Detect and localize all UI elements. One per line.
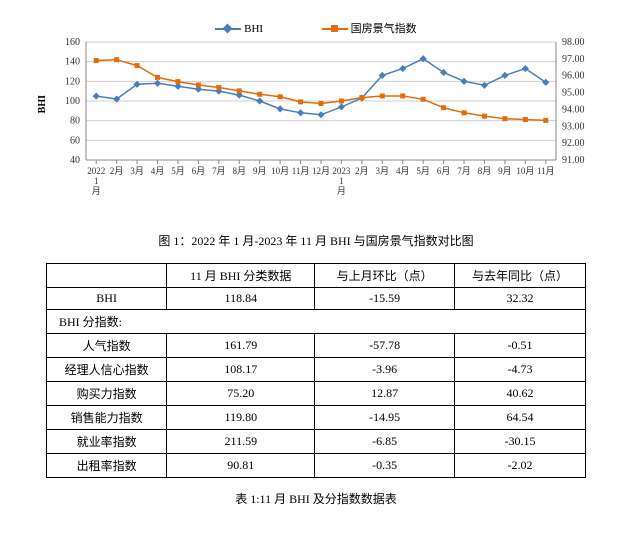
svg-text:94.00: 94.00	[562, 104, 585, 115]
table-row: 人气指数161.79-57.78-0.51	[47, 334, 586, 358]
cell-value: 12.87	[315, 382, 455, 406]
y-left-axis-label: BHI	[37, 95, 48, 113]
svg-text:40: 40	[70, 155, 80, 166]
cell-value: -2.02	[455, 454, 586, 478]
svg-text:98.00: 98.00	[562, 37, 585, 48]
svg-text:4月: 4月	[151, 166, 165, 176]
svg-text:3月: 3月	[130, 166, 144, 176]
cell-value: -57.78	[315, 334, 455, 358]
cell-value: -4.73	[455, 358, 586, 382]
svg-text:2月: 2月	[355, 166, 369, 176]
table-row-section: BHI 分指数:	[47, 310, 586, 334]
cell-bhi-v3: 32.32	[455, 288, 586, 310]
cell-label: 出租率指数	[47, 454, 167, 478]
th-col2: 与上月环比（点）	[315, 264, 455, 288]
cell-label: 经理人信心指数	[47, 358, 167, 382]
table-header-row: 11 月 BHI 分类数据 与上月环比（点） 与去年同比（点）	[47, 264, 586, 288]
svg-text:93.00: 93.00	[562, 121, 585, 132]
cell-bhi-v2: -15.59	[315, 288, 455, 310]
th-col3: 与去年同比（点）	[455, 264, 586, 288]
svg-text:2022: 2022	[87, 166, 105, 176]
cell-value: 161.79	[167, 334, 315, 358]
svg-text:9月: 9月	[253, 166, 267, 176]
table-row: 就业率指数211.59-6.85-30.15	[47, 430, 586, 454]
chart-caption: 图 1：2022 年 1 月-2023 年 11 月 BHI 与国房景气指数对比…	[30, 232, 602, 249]
cell-value: -0.35	[315, 454, 455, 478]
cell-label: 就业率指数	[47, 430, 167, 454]
svg-text:96.00: 96.00	[562, 71, 585, 82]
svg-text:140: 140	[65, 57, 80, 68]
bhi-chart: BHI 国房景气指数 40608010012014016091.0092.009…	[31, 20, 601, 220]
table-row: 购买力指数75.2012.8740.62	[47, 382, 586, 406]
svg-text:10月: 10月	[516, 166, 534, 176]
cell-value: 119.80	[167, 406, 315, 430]
svg-text:6月: 6月	[192, 166, 206, 176]
th-col1: 11 月 BHI 分类数据	[167, 264, 315, 288]
svg-text:8月: 8月	[478, 166, 492, 176]
cell-value: -0.51	[455, 334, 586, 358]
cell-value: 90.81	[167, 454, 315, 478]
table-row: 出租率指数90.81-0.35-2.02	[47, 454, 586, 478]
svg-text:120: 120	[65, 76, 80, 87]
svg-text:5月: 5月	[416, 166, 430, 176]
table-caption: 表 1:11 月 BHI 及分指数数据表	[30, 490, 602, 507]
table-row-bhi: BHI 118.84 -15.59 32.32	[47, 288, 586, 310]
cell-value: 40.62	[455, 382, 586, 406]
svg-text:160: 160	[65, 37, 80, 48]
cell-value: -30.15	[455, 430, 586, 454]
svg-text:4月: 4月	[396, 166, 410, 176]
svg-text:12月: 12月	[312, 166, 330, 176]
svg-text:91.00: 91.00	[562, 155, 585, 166]
svg-text:1: 1	[339, 176, 344, 186]
cell-value: -14.95	[315, 406, 455, 430]
cell-value: -6.85	[315, 430, 455, 454]
svg-text:1: 1	[94, 176, 99, 186]
table-row: 销售能力指数119.80-14.9564.54	[47, 406, 586, 430]
cell-bhi-label: BHI	[47, 288, 167, 310]
cell-bhi-v1: 118.84	[167, 288, 315, 310]
cell-label: 销售能力指数	[47, 406, 167, 430]
table-row: 经理人信心指数108.17-3.96-4.73	[47, 358, 586, 382]
svg-text:100: 100	[65, 96, 80, 107]
svg-text:月: 月	[337, 186, 346, 196]
cell-label: 人气指数	[47, 334, 167, 358]
svg-text:2月: 2月	[110, 166, 124, 176]
cell-value: 108.17	[167, 358, 315, 382]
svg-text:9月: 9月	[498, 166, 512, 176]
svg-text:11月: 11月	[537, 166, 555, 176]
svg-text:92.00: 92.00	[562, 138, 585, 149]
svg-text:7月: 7月	[212, 166, 226, 176]
svg-text:8月: 8月	[233, 166, 247, 176]
svg-text:97.00: 97.00	[562, 54, 585, 65]
svg-text:6月: 6月	[437, 166, 451, 176]
th-blank	[47, 264, 167, 288]
bhi-table: 11 月 BHI 分类数据 与上月环比（点） 与去年同比（点） BHI 118.…	[46, 263, 586, 478]
svg-text:60: 60	[70, 135, 80, 146]
svg-text:3月: 3月	[376, 166, 390, 176]
chart-svg: 40 60 80 100 120 140 160 91.00 92.00 93.00 94.00 95…	[31, 20, 601, 220]
cell-value: 75.20	[167, 382, 315, 406]
cell-value: 64.54	[455, 406, 586, 430]
cell-section: BHI 分指数:	[47, 310, 586, 334]
cell-label: 购买力指数	[47, 382, 167, 406]
svg-text:95.00: 95.00	[562, 88, 585, 99]
svg-text:2023: 2023	[332, 166, 351, 176]
svg-text:10月: 10月	[271, 166, 289, 176]
cell-value: -3.96	[315, 358, 455, 382]
svg-text:月: 月	[92, 186, 101, 196]
svg-text:7月: 7月	[457, 166, 471, 176]
svg-text:11月: 11月	[292, 166, 310, 176]
cell-value: 211.59	[167, 430, 315, 454]
svg-text:80: 80	[70, 116, 80, 127]
svg-text:5月: 5月	[171, 166, 185, 176]
